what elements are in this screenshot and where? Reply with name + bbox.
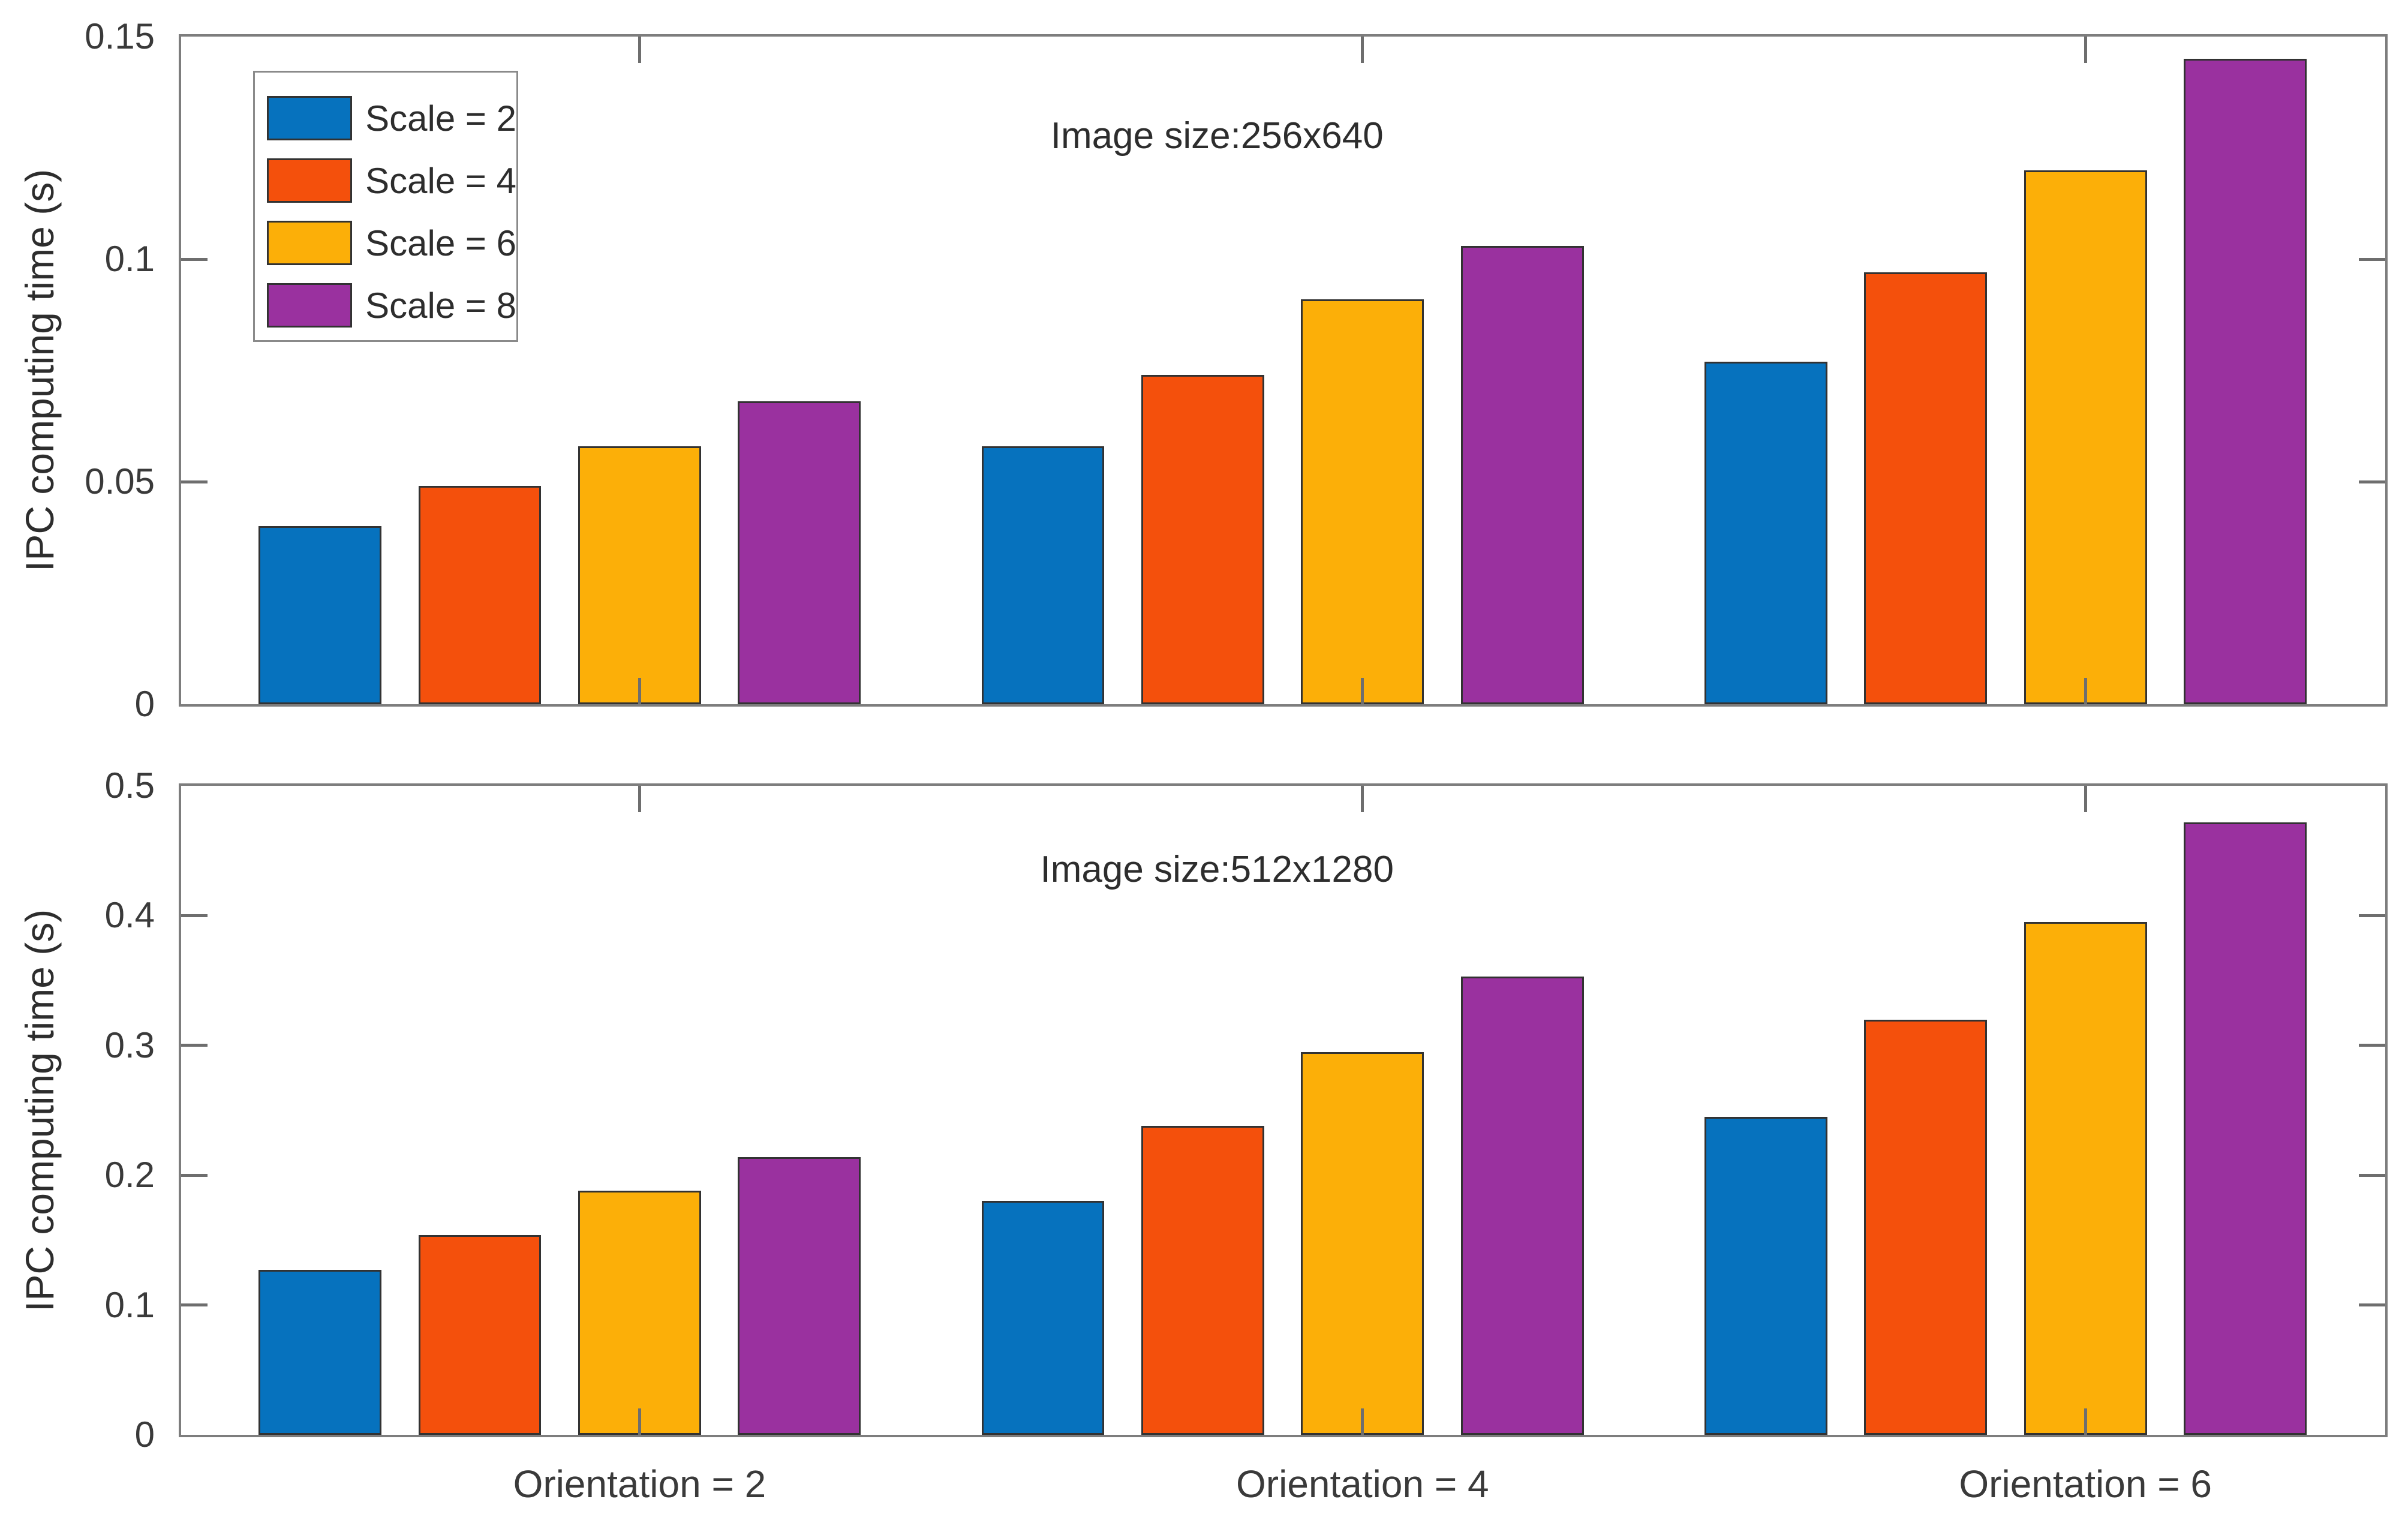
x-category-label: Orientation = 2	[513, 1462, 766, 1506]
bar	[1460, 245, 1584, 704]
bar	[1301, 299, 1424, 704]
bar	[2024, 170, 2147, 704]
y-tick-label: 0.15	[85, 16, 155, 56]
x-tick-mark	[2084, 678, 2087, 704]
bar	[1141, 374, 1264, 704]
y-tick-mark	[2359, 1044, 2385, 1047]
y-tick-mark	[181, 257, 208, 261]
x-tick-mark	[638, 786, 641, 812]
x-tick-mark	[2084, 1408, 2087, 1435]
y-tick-mark	[2359, 257, 2385, 261]
y-tick-mark	[2359, 1303, 2385, 1307]
x-tick-mark	[638, 678, 641, 704]
bar	[418, 1234, 542, 1435]
x-tick-mark	[638, 1408, 641, 1435]
legend-swatch	[267, 283, 353, 328]
bar	[1704, 1116, 1827, 1435]
bar	[418, 486, 542, 704]
legend-label: Scale = 6	[365, 223, 516, 263]
legend: Scale = 2 Scale = 4 Scale = 6 Scale = 8	[253, 71, 518, 342]
y-tick-label: 0	[134, 684, 155, 724]
y-tick-label: 0.05	[85, 461, 155, 501]
legend-swatch	[267, 221, 353, 265]
legend-label: Scale = 2	[365, 98, 516, 139]
x-tick-mark	[638, 37, 641, 63]
legend-item: Scale = 8	[267, 274, 516, 337]
chart-title: Image size:512x1280	[1040, 849, 1394, 890]
y-tick-mark	[181, 914, 208, 917]
x-tick-mark	[1361, 786, 1364, 812]
bar	[738, 1156, 861, 1435]
y-tick-mark	[2359, 480, 2385, 483]
y-tick-label: 0.5	[104, 765, 155, 806]
y-tick-label: 0.1	[104, 239, 155, 279]
bar	[1301, 1052, 1424, 1435]
y-tick-mark	[2359, 914, 2385, 917]
bar	[981, 446, 1105, 704]
y-tick-mark	[181, 1173, 208, 1177]
legend-label: Scale = 4	[365, 160, 516, 201]
legend-swatch	[267, 96, 353, 140]
bar	[2024, 922, 2147, 1435]
bar	[1141, 1125, 1264, 1435]
y-tick-mark	[181, 480, 208, 483]
bar	[2184, 822, 2307, 1435]
x-tick-mark	[1361, 37, 1364, 63]
x-tick-mark	[2084, 37, 2087, 63]
y-tick-label: 0	[134, 1414, 155, 1455]
y-tick-label: 0.3	[104, 1025, 155, 1065]
y-tick-label: 0.2	[104, 1155, 155, 1195]
y-tick-label: 0.1	[104, 1284, 155, 1325]
chart-title: Image size:256x640	[1050, 115, 1384, 157]
bar	[1704, 361, 1827, 704]
plot-area-bottom: 0 0.1 0.2 0.3 0.4 0.5 Image size:512x1280	[105, 765, 2388, 1455]
legend-item: Scale = 2	[267, 87, 516, 149]
bar	[258, 526, 381, 704]
y-tick-label: 0.4	[104, 895, 155, 936]
bar	[738, 401, 861, 704]
y-tick-mark	[181, 1303, 208, 1307]
legend-item: Scale = 4	[267, 149, 516, 212]
x-tick-mark	[1361, 1408, 1364, 1435]
x-tick-mark	[2084, 786, 2087, 812]
y-axis-label: IPC computing time (s)	[17, 909, 62, 1312]
bar	[1460, 977, 1584, 1435]
bar	[981, 1201, 1105, 1435]
bar	[1864, 272, 1988, 704]
x-category-label: Orientation = 6	[1959, 1462, 2212, 1506]
bar	[578, 1191, 701, 1435]
y-axis-label: IPC computing time (s)	[17, 169, 62, 572]
bar	[2184, 59, 2307, 704]
x-category-label: Orientation = 4	[1236, 1462, 1489, 1506]
bar	[578, 446, 701, 704]
y-tick-mark	[181, 1044, 208, 1047]
legend-item: Scale = 6	[267, 212, 516, 274]
y-tick-mark	[2359, 1173, 2385, 1177]
x-tick-mark	[1361, 678, 1364, 704]
bar	[258, 1270, 381, 1435]
legend-swatch	[267, 158, 353, 203]
legend-label: Scale = 8	[365, 285, 516, 326]
bar	[1864, 1019, 1988, 1435]
